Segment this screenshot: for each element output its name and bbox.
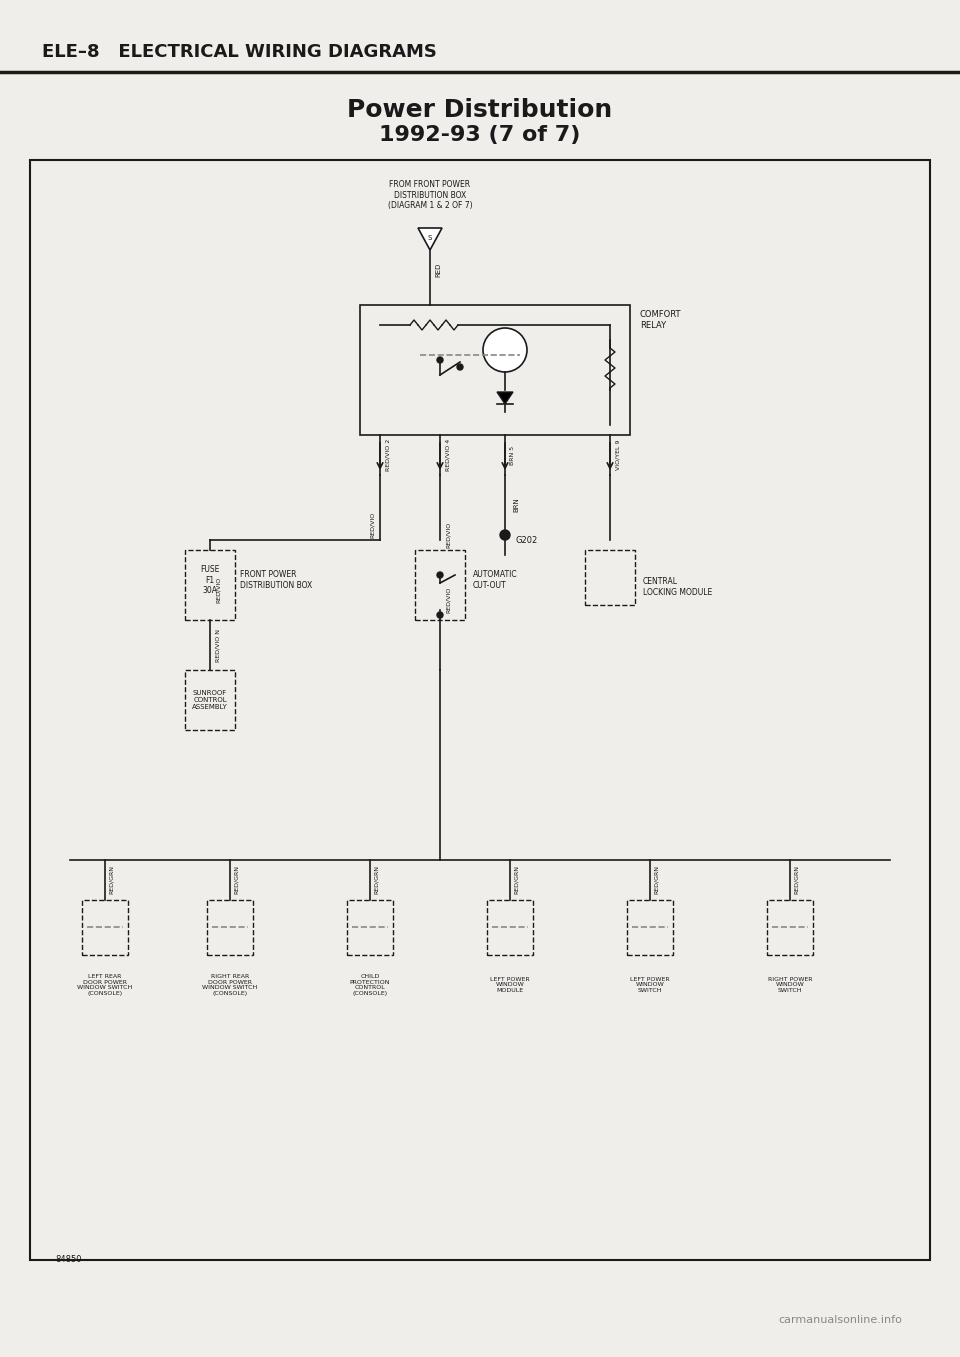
Text: LEFT POWER
WINDOW
SWITCH: LEFT POWER WINDOW SWITCH [630,977,670,993]
Text: VIO/YEL 9: VIO/YEL 9 [615,440,620,471]
Text: RED: RED [435,263,441,277]
Bar [360,305,630,436]
Circle shape [457,364,463,370]
Bar [185,550,235,620]
Text: FROM FRONT POWER
DISTRIBUTION BOX
(DIAGRAM 1 & 2 OF 7): FROM FRONT POWER DISTRIBUTION BOX (DIAGR… [388,180,472,210]
Text: RED/GRN: RED/GRN [794,866,799,894]
Text: COMFORT
RELAY: COMFORT RELAY [640,311,682,330]
Polygon shape [497,392,513,404]
Text: AUTOMATIC
CUT-OUT: AUTOMATIC CUT-OUT [473,570,517,590]
Bar [487,900,533,955]
Text: RED/VIO: RED/VIO [445,522,450,548]
Circle shape [437,612,443,617]
Text: RED/VIO: RED/VIO [215,577,221,603]
Text: RED/GRN: RED/GRN [373,866,378,894]
Text: RED/GRN: RED/GRN [654,866,659,894]
Text: RED/VIO: RED/VIO [445,586,450,613]
Text: RED/VIO 4: RED/VIO 4 [445,438,450,471]
Bar [347,900,393,955]
Text: FRONT POWER
DISTRIBUTION BOX: FRONT POWER DISTRIBUTION BOX [240,570,312,590]
Text: LEFT REAR
DOOR POWER
WINDOW SWITCH
(CONSOLE): LEFT REAR DOOR POWER WINDOW SWITCH (CONS… [78,974,132,996]
Bar [82,900,128,955]
Text: Power Distribution: Power Distribution [348,98,612,122]
Text: RED/GRN: RED/GRN [514,866,518,894]
Text: S: S [428,235,432,242]
Text: RED/VIO: RED/VIO [370,512,374,539]
Text: BRN: BRN [513,498,519,513]
Polygon shape [418,228,442,250]
Bar [30,160,930,1261]
Bar [627,900,673,955]
Bar [767,900,813,955]
Text: carmanualsonline.info: carmanualsonline.info [778,1315,902,1324]
Text: RIGHT REAR
DOOR POWER
WINDOW SWITCH
(CONSOLE): RIGHT REAR DOOR POWER WINDOW SWITCH (CON… [203,974,257,996]
Text: 1992-93 (7 of 7): 1992-93 (7 of 7) [379,125,581,145]
Bar [185,670,235,730]
Text: FUSE
F1
30A: FUSE F1 30A [201,565,220,594]
Text: RED/VIO 2: RED/VIO 2 [385,438,390,471]
Circle shape [483,328,527,372]
Text: LEFT POWER
WINDOW
MODULE: LEFT POWER WINDOW MODULE [491,977,530,993]
Text: RED/GRN: RED/GRN [108,866,113,894]
Circle shape [437,357,443,364]
Circle shape [437,573,443,578]
Text: RIGHT POWER
WINDOW
SWITCH: RIGHT POWER WINDOW SWITCH [768,977,812,993]
Text: 84850: 84850 [55,1255,82,1265]
Text: RED/VIO N: RED/VIO N [215,628,221,661]
Bar [207,900,253,955]
Text: ELE–8   ELECTRICAL WIRING DIAGRAMS: ELE–8 ELECTRICAL WIRING DIAGRAMS [42,43,437,61]
Text: G202: G202 [515,536,538,544]
Text: BRN 5: BRN 5 [510,445,515,464]
Text: RED/GRN: RED/GRN [233,866,238,894]
Bar [585,550,635,605]
Text: CHILD
PROTECTION
CONTROL
(CONSOLE): CHILD PROTECTION CONTROL (CONSOLE) [349,974,391,996]
Text: CENTRAL
LOCKING MODULE: CENTRAL LOCKING MODULE [643,577,712,597]
Bar [415,550,465,620]
Text: SUNROOF
CONTROL
ASSEMBLY: SUNROOF CONTROL ASSEMBLY [192,689,228,710]
Circle shape [500,531,510,540]
